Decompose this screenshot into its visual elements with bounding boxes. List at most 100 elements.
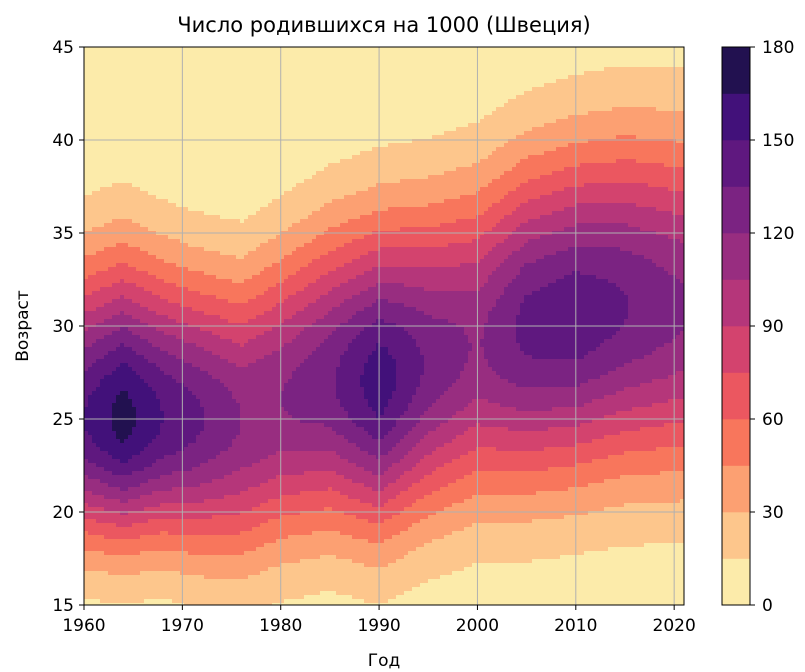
contour-cell — [368, 455, 373, 472]
contour-cell — [516, 275, 521, 316]
contour-cell — [264, 291, 269, 312]
contour-cell — [516, 227, 521, 252]
contour-cell — [588, 511, 593, 552]
contour-cell — [556, 407, 561, 428]
contour-cell — [544, 151, 549, 176]
y-axis-label: Возраст — [13, 290, 33, 362]
contour-cell — [576, 555, 581, 606]
contour-cell — [288, 275, 293, 296]
contour-cell — [628, 547, 633, 606]
contour-cell — [96, 523, 101, 536]
contour-cell — [300, 423, 305, 452]
contour-cell — [340, 459, 345, 476]
contour-cell — [528, 179, 533, 200]
contour-cell — [572, 487, 577, 516]
contour-cell — [184, 287, 189, 308]
contour-cell — [192, 271, 197, 292]
contour-cell — [336, 491, 341, 512]
contour-cell — [124, 539, 129, 556]
contour-cell — [196, 555, 201, 576]
contour-cell — [484, 399, 489, 428]
contour-cell — [144, 323, 149, 340]
contour-cell — [620, 183, 625, 204]
contour-cell — [428, 515, 433, 544]
contour-cell — [348, 47, 353, 160]
contour-cell — [452, 47, 457, 132]
contour-cell — [88, 295, 93, 312]
contour-cell — [656, 111, 661, 140]
contour-cell — [616, 411, 621, 436]
contour-cell — [660, 427, 665, 448]
contour-cell — [308, 215, 313, 244]
contour-cell — [348, 299, 353, 320]
contour-cell — [116, 299, 121, 316]
contour-cell — [244, 531, 249, 552]
contour-cell — [456, 47, 461, 128]
contour-cell — [380, 523, 385, 544]
contour-cell — [640, 547, 645, 606]
contour-cell — [644, 107, 649, 140]
contour-cell — [268, 455, 273, 480]
contour-cell — [372, 543, 377, 568]
contour-cell — [664, 211, 669, 236]
contour-cell — [120, 491, 125, 504]
contour-cell — [312, 323, 317, 352]
contour-cell — [328, 251, 333, 272]
contour-cell — [396, 515, 401, 536]
contour-cell — [148, 387, 153, 444]
contour-cell — [380, 231, 385, 248]
contour-cell — [596, 419, 601, 440]
contour-cell — [276, 303, 281, 328]
contour-cell — [344, 299, 349, 324]
contour-cell — [272, 351, 277, 456]
contour-cell — [640, 139, 645, 164]
contour-cell — [520, 135, 525, 160]
contour-cell — [124, 555, 129, 576]
contour-cell — [300, 311, 305, 332]
contour-cell — [276, 475, 281, 500]
contour-cell — [484, 47, 489, 116]
contour-cell — [480, 287, 485, 340]
contour-cell — [504, 259, 509, 288]
contour-cell — [568, 467, 573, 488]
contour-cell — [336, 367, 341, 400]
contour-cell — [208, 295, 213, 316]
contour-cell — [276, 283, 281, 304]
colorbar-segment — [722, 47, 750, 94]
contour-cell — [400, 559, 405, 596]
contour-cell — [388, 231, 393, 248]
colorbar-tick-label: 180 — [762, 38, 794, 58]
contour-cell — [448, 47, 453, 132]
contour-cell — [344, 351, 349, 412]
contour-cell — [332, 251, 337, 272]
contour-cell — [448, 419, 453, 444]
contour-cell — [620, 251, 625, 292]
contour-cell — [544, 255, 549, 288]
contour-cell — [144, 599, 149, 606]
contour-cell — [296, 291, 301, 312]
contour-cell — [532, 411, 537, 432]
contour-cell — [84, 503, 89, 520]
contour-cell — [400, 327, 405, 416]
contour-cell — [556, 79, 561, 120]
contour-cell — [316, 451, 321, 472]
contour-cell — [224, 359, 229, 388]
contour-cell — [408, 267, 413, 288]
contour-cell — [200, 247, 205, 272]
contour-cell — [368, 47, 373, 152]
contour-cell — [344, 595, 349, 606]
contour-cell — [420, 547, 425, 584]
contour-cell — [508, 563, 513, 606]
contour-cell — [416, 443, 421, 464]
contour-cell — [256, 211, 261, 248]
contour-cell — [96, 271, 101, 292]
contour-cell — [324, 507, 329, 532]
contour-cell — [120, 343, 125, 364]
contour-cell — [676, 143, 681, 168]
contour-cell — [492, 247, 497, 272]
contour-cell — [84, 371, 89, 408]
contour-cell — [548, 195, 553, 216]
contour-cell — [240, 467, 245, 492]
contour-cell — [328, 227, 333, 252]
contour-cell — [224, 555, 229, 580]
